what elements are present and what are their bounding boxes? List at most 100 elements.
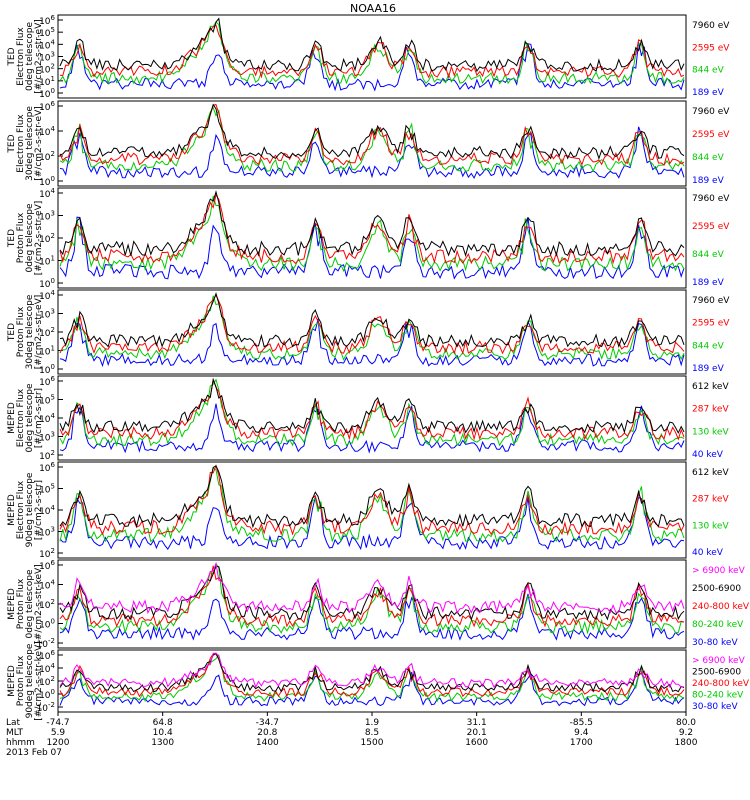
- panel-frame: [57, 14, 687, 99]
- x-row-label: MLT: [6, 728, 24, 738]
- series-trace: [59, 565, 685, 621]
- y-axis-label: MEPED: [7, 494, 17, 526]
- x-tick-label: 9.2: [679, 728, 693, 738]
- series-trace: [59, 103, 685, 160]
- series-trace: [59, 377, 685, 434]
- series-trace: [59, 654, 685, 703]
- legend-entry: 844 eV: [692, 250, 725, 260]
- y-axis-label: [#/cm2-s-str-keV]: [34, 641, 44, 720]
- legend-entry: 844 eV: [692, 341, 725, 351]
- y-tick-label: 10-2: [37, 637, 55, 650]
- series-trace: [59, 104, 685, 166]
- legend-entry: 2595 eV: [692, 130, 730, 140]
- legend-entry: 7960 eV: [692, 296, 730, 306]
- x-tick-label: 1400: [256, 738, 279, 748]
- legend-entry: 7960 eV: [692, 21, 730, 31]
- y-tick-label: 103: [39, 210, 55, 223]
- y-tick-label: 106: [39, 14, 55, 27]
- y-axis-label: 30deg telescope: [25, 294, 35, 369]
- x-tick-label: 1200: [47, 738, 70, 748]
- legend-entry: 130 keV: [692, 427, 729, 437]
- series-trace: [59, 190, 685, 258]
- y-axis-label: 0deg telescope: [25, 203, 35, 273]
- legend-entry: 189 eV: [692, 278, 725, 288]
- legend-entry: 844 eV: [692, 153, 725, 163]
- panel-5: 106 105 104 103 102 MEPED Electron Flux 0deg te…: [7, 375, 729, 462]
- series-trace: [59, 295, 685, 361]
- y-tick-label: 104: [39, 504, 55, 517]
- y-axis-label: 0deg telescope: [25, 569, 35, 639]
- y-tick-label: 102: [39, 598, 55, 611]
- legend-entry: 2500-6900: [692, 668, 741, 678]
- panel-frame: [57, 100, 687, 187]
- x-tick-label: -74.7: [46, 718, 69, 728]
- y-tick-label: 10-2: [37, 701, 55, 714]
- series-trace: [59, 377, 685, 441]
- y-axis-label: Electron Flux: [16, 27, 26, 86]
- y-tick-label: 104: [39, 187, 55, 200]
- y-tick-label: 102: [39, 449, 55, 462]
- y-tick-label: 104: [39, 289, 55, 302]
- series-trace: [59, 195, 685, 273]
- x-row-label: 2013 Feb 07: [6, 748, 62, 758]
- panel-7: 106 104 102 100 10-2 MEPED Proton Flux 0deg tel…: [7, 559, 750, 650]
- series-trace: [59, 652, 685, 689]
- y-axis-label: Proton Flux: [16, 306, 26, 357]
- series-trace: [59, 21, 685, 86]
- y-tick-label: 106: [39, 649, 55, 662]
- y-axis-label: TED: [7, 47, 17, 66]
- series-trace: [59, 465, 685, 529]
- legend-entry: 2595 eV: [692, 222, 730, 232]
- legend-entry: 240-800 keV: [692, 679, 750, 689]
- legend-entry: 189 eV: [692, 176, 725, 186]
- legend-entry: 40 keV: [692, 450, 724, 460]
- x-tick-label: 1600: [465, 738, 488, 748]
- panel-6: 106 105 104 103 102 MEPED Electron Flux 90deg t…: [7, 461, 729, 560]
- x-tick-label: 20.1: [467, 728, 487, 738]
- series-trace: [59, 318, 685, 368]
- legend-entry: 30-80 keV: [692, 638, 738, 648]
- panel-3: 104 103 102 101 100 TED Proton Flux 0deg telesc…: [7, 187, 730, 290]
- series-trace: [59, 294, 685, 355]
- legend-entry: 130 keV: [692, 521, 729, 531]
- y-tick-label: 100: [39, 277, 55, 290]
- legend-entry: 240-800 keV: [692, 602, 750, 612]
- series-trace: [59, 565, 685, 628]
- x-tick-label: 20.8: [257, 728, 277, 738]
- legend-entry: 287 keV: [692, 405, 729, 415]
- y-tick-label: 100: [39, 175, 55, 188]
- y-axis-label: [#/cm2-s-str-eV]: [34, 295, 44, 370]
- y-axis-label: 90deg telescope: [25, 472, 35, 547]
- y-axis-label: [#/cm2-s-str-keV]: [34, 564, 44, 643]
- y-tick-label: 103: [39, 308, 55, 321]
- x-tick-label: 1.9: [365, 718, 380, 728]
- series-trace: [59, 216, 685, 280]
- series-trace: [59, 403, 685, 454]
- x-tick-label: 80.0: [676, 718, 696, 728]
- x-tick-label: 9.4: [574, 728, 589, 738]
- y-tick-label: 100: [39, 363, 55, 376]
- series-trace: [59, 193, 685, 265]
- legend-entry: 7960 eV: [692, 107, 730, 117]
- legend-entry: > 6900 keV: [692, 566, 746, 576]
- y-axis-label: MEPED: [7, 588, 17, 620]
- x-tick-label: 10.4: [153, 728, 173, 738]
- y-tick-label: 102: [39, 675, 55, 688]
- y-axis-label: TED: [7, 134, 17, 153]
- y-axis-label: 0deg telescope: [25, 383, 35, 453]
- y-axis-label: Electron Flux: [16, 388, 26, 447]
- y-tick-label: 106: [39, 461, 55, 474]
- chart-title: NOAA16: [350, 2, 396, 15]
- y-tick-label: 104: [39, 38, 55, 51]
- y-tick-label: 102: [39, 232, 55, 245]
- y-tick-label: 100: [39, 688, 55, 701]
- y-tick-label: 100: [39, 618, 55, 631]
- y-tick-label: 102: [39, 63, 55, 76]
- y-tick-label: 104: [39, 125, 55, 138]
- x-row-label: hhmm: [6, 738, 35, 748]
- series-trace: [59, 17, 685, 73]
- series-trace: [59, 671, 685, 707]
